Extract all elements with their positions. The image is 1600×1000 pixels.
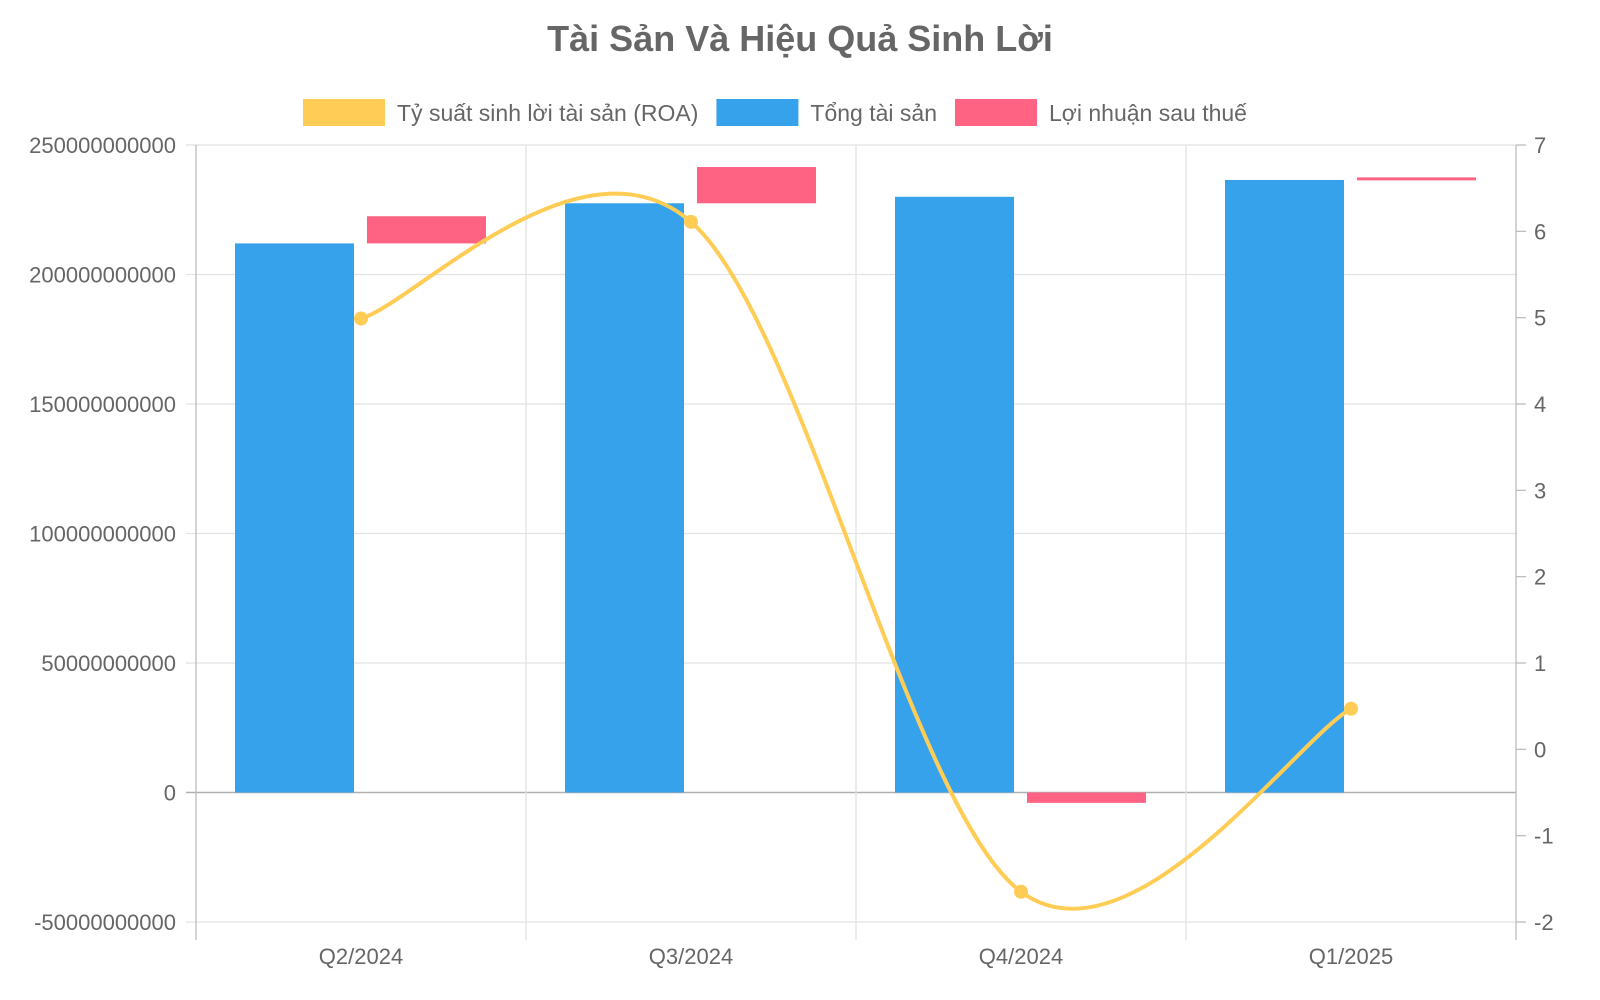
y-right-tick-label: 4 (1534, 392, 1546, 417)
y-left-tick-label: 0 (164, 781, 176, 806)
y-right-tick-label: -2 (1534, 910, 1554, 935)
y-left-tick-label: 250000000000 (29, 133, 176, 158)
y-left-tick-label: 50000000000 (41, 651, 176, 676)
y-left-tick-label: -50000000000 (34, 910, 176, 935)
legend-swatch (955, 99, 1037, 126)
y-right-tick-label: 1 (1534, 651, 1546, 676)
y-right-tick-label: 0 (1534, 737, 1546, 762)
bar-total-assets (565, 203, 684, 793)
bar-total-assets (235, 243, 354, 793)
y-right-tick-label: 3 (1534, 478, 1546, 503)
y-right-tick-label: -1 (1534, 824, 1554, 849)
y-right-tick-label: 6 (1534, 219, 1546, 244)
bar-net-profit (1357, 177, 1476, 181)
x-tick-label: Q1/2025 (1309, 944, 1393, 969)
bar-net-profit (367, 216, 486, 244)
bar-net-profit (697, 167, 816, 204)
y-left-tick-label: 200000000000 (29, 263, 176, 288)
legend-label: Tổng tài sản (810, 100, 937, 126)
line-roa (360, 191, 1352, 911)
x-tick-label: Q2/2024 (319, 944, 403, 969)
legend-label: Tỷ suất sinh lời tài sản (ROA) (397, 100, 698, 126)
y-right-tick-label: 7 (1534, 133, 1546, 158)
point-roa (1014, 884, 1028, 899)
point-roa (354, 311, 368, 326)
legend-swatch (716, 99, 799, 126)
point-roa (684, 214, 698, 229)
bar-total-assets (1225, 179, 1344, 793)
point-roa (1344, 701, 1358, 716)
y-right-tick-label: 2 (1534, 565, 1546, 590)
bar-net-profit (1027, 792, 1146, 803)
y-left-tick-label: 100000000000 (29, 522, 176, 547)
bar-total-assets (895, 196, 1014, 793)
y-left-tick-label: 150000000000 (29, 392, 176, 417)
chart-title: Tài Sản Và Hiệu Quả Sinh Lời (547, 18, 1053, 59)
y-right-tick-label: 5 (1534, 306, 1546, 331)
x-tick-label: Q3/2024 (649, 944, 733, 969)
legend-swatch (303, 99, 385, 126)
legend-label: Lợi nhuận sau thuế (1049, 100, 1247, 126)
x-tick-label: Q4/2024 (979, 944, 1063, 969)
